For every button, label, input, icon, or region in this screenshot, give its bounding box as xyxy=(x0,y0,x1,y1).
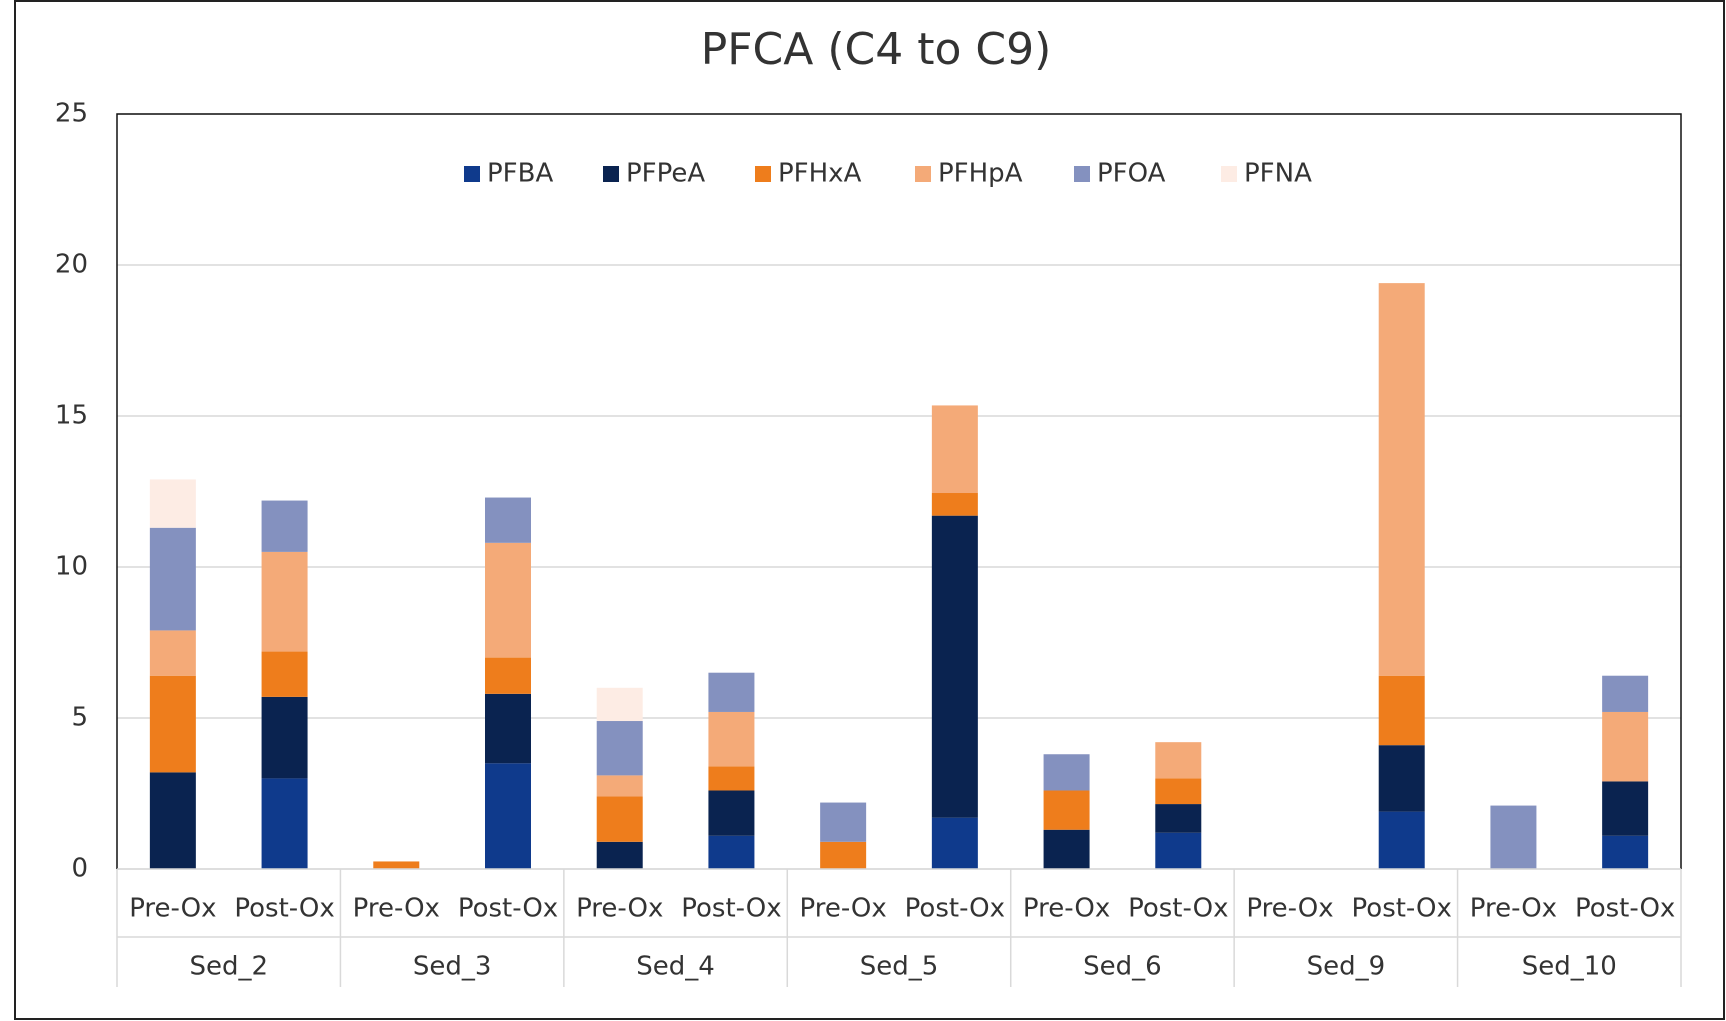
bar-segment xyxy=(931,817,978,869)
bar-segment xyxy=(596,687,643,722)
legend-swatch xyxy=(1221,166,1237,182)
x-tick-label: Post-Ox xyxy=(905,894,1005,924)
y-tick-label: 25 xyxy=(55,99,88,129)
bar-segment xyxy=(373,861,420,869)
chart-border xyxy=(14,0,1725,1020)
legend-label: PFHxA xyxy=(778,159,862,189)
bar-segment xyxy=(485,693,531,764)
group-label: Sed_2 xyxy=(189,952,268,982)
bar-segment xyxy=(1378,675,1425,746)
bar-segment xyxy=(485,763,531,869)
bar-segment xyxy=(596,841,643,869)
x-tick-label: Pre-Ox xyxy=(799,894,886,924)
x-tick-label: Post-Ox xyxy=(1128,894,1228,924)
x-tick-label: Post-Ox xyxy=(234,894,334,924)
x-tick-label: Pre-Ox xyxy=(353,894,440,924)
bar-segment xyxy=(931,515,978,818)
bar-segment xyxy=(931,493,978,516)
bar-segment xyxy=(149,772,196,869)
y-tick-label: 0 xyxy=(71,854,88,884)
x-tick-label: Post-Ox xyxy=(1352,894,1452,924)
bar-segment xyxy=(708,672,755,712)
bar-segment xyxy=(149,630,196,676)
bar-segment xyxy=(1490,805,1537,869)
y-tick-label: 20 xyxy=(55,250,88,280)
bar-segment xyxy=(1155,804,1202,833)
legend-swatch xyxy=(755,166,771,182)
group-label: Sed_5 xyxy=(860,952,939,982)
bar-segment xyxy=(1378,811,1425,869)
y-tick-label: 5 xyxy=(71,703,88,733)
legend-label: PFNA xyxy=(1244,159,1312,189)
y-tick-label: 15 xyxy=(55,401,88,431)
x-tick-label: Pre-Ox xyxy=(1246,894,1333,924)
x-tick-label: Pre-Ox xyxy=(129,894,216,924)
x-tick-label: Post-Ox xyxy=(458,894,558,924)
bar-segment xyxy=(485,542,531,658)
legend-label: PFPeA xyxy=(626,159,705,189)
bar-segment xyxy=(820,841,867,869)
bar-segment xyxy=(708,835,755,869)
bar-segment xyxy=(485,497,531,543)
legend-label: PFHpA xyxy=(938,159,1023,189)
bar-segment xyxy=(596,775,643,797)
bar-segment xyxy=(1155,832,1202,869)
bar-segment xyxy=(261,778,308,869)
group-label: Sed_10 xyxy=(1522,952,1617,982)
bar-segment xyxy=(931,405,978,494)
x-tick-label: Pre-Ox xyxy=(576,894,663,924)
bar-segment xyxy=(261,696,308,779)
bar-segment xyxy=(1155,778,1202,805)
bar-segment xyxy=(820,802,867,842)
bar-segment xyxy=(708,711,755,767)
bar-segment xyxy=(1378,745,1425,812)
legend-swatch xyxy=(603,166,619,182)
bar-segment xyxy=(261,500,308,552)
bar-segment xyxy=(1043,754,1090,791)
y-tick-label: 10 xyxy=(55,552,88,582)
plot-frame xyxy=(116,113,1682,869)
bar-segment xyxy=(1602,675,1649,712)
legend-label: PFBA xyxy=(487,159,553,189)
group-label: Sed_3 xyxy=(413,952,492,982)
bar-segment xyxy=(1602,711,1649,782)
bar-segment xyxy=(261,551,308,652)
bar-segment xyxy=(1155,742,1202,779)
group-label: Sed_4 xyxy=(636,952,715,982)
legend-swatch xyxy=(915,166,931,182)
bar-segment xyxy=(149,675,196,773)
bar-segment xyxy=(1378,283,1425,676)
bar-segment xyxy=(149,479,196,528)
group-label: Sed_6 xyxy=(1083,952,1162,982)
bar-segment xyxy=(1602,835,1649,869)
legend-swatch xyxy=(1074,166,1090,182)
bar-segment xyxy=(1602,781,1649,836)
legend-label: PFOA xyxy=(1097,159,1166,189)
group-label: Sed_9 xyxy=(1307,952,1386,982)
bar-segment xyxy=(708,766,755,791)
bar-segment xyxy=(596,721,643,776)
bar-segment xyxy=(149,527,196,631)
bar-segment xyxy=(596,796,643,842)
bar-segment xyxy=(261,651,308,697)
x-tick-label: Pre-Ox xyxy=(1023,894,1110,924)
bar-segment xyxy=(708,790,755,836)
bar-segment xyxy=(1043,790,1090,830)
x-tick-label: Pre-Ox xyxy=(1470,894,1557,924)
x-tick-label: Post-Ox xyxy=(1575,894,1675,924)
legend-swatch xyxy=(464,166,480,182)
chart-title: PFCA (C4 to C9) xyxy=(701,24,1052,75)
bar-segment xyxy=(1043,829,1090,869)
x-tick-label: Post-Ox xyxy=(681,894,781,924)
bar-segment xyxy=(485,657,531,694)
